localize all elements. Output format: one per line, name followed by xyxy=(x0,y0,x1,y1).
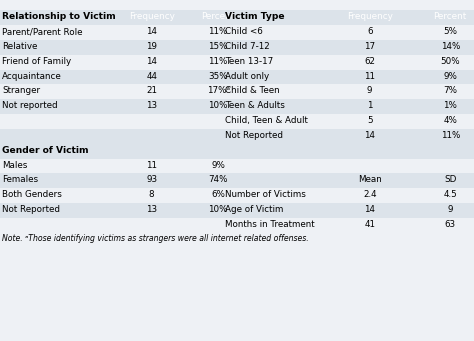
Text: Victim Type: Victim Type xyxy=(225,12,285,21)
Text: 17: 17 xyxy=(364,42,375,51)
Text: 74%: 74% xyxy=(208,175,228,184)
Text: 14: 14 xyxy=(146,57,157,66)
Text: 14: 14 xyxy=(364,131,375,140)
Text: 41: 41 xyxy=(364,220,375,229)
Bar xyxy=(0,203,474,218)
Text: Age of Victim: Age of Victim xyxy=(225,205,283,214)
Text: 63: 63 xyxy=(445,220,456,229)
Text: 9: 9 xyxy=(367,86,373,95)
Bar xyxy=(0,10,474,25)
Text: Frequency: Frequency xyxy=(347,12,392,21)
Text: Parent/Parent Role: Parent/Parent Role xyxy=(2,27,82,36)
Text: Not Reported: Not Reported xyxy=(225,131,283,140)
Text: 10%: 10% xyxy=(208,101,228,110)
Text: Percent: Percent xyxy=(201,12,235,21)
Text: 9%: 9% xyxy=(443,72,457,80)
Text: Number of Victims: Number of Victims xyxy=(225,190,306,199)
Text: Child & Teen: Child & Teen xyxy=(225,86,280,95)
Text: 5: 5 xyxy=(367,116,373,125)
Bar xyxy=(0,40,474,55)
Bar xyxy=(0,188,474,203)
Text: 14%: 14% xyxy=(441,42,460,51)
Text: 14: 14 xyxy=(364,205,375,214)
Text: Child 7-12: Child 7-12 xyxy=(225,42,270,51)
Text: Frequency: Frequency xyxy=(129,12,174,21)
Text: 7%: 7% xyxy=(443,86,457,95)
Text: 62: 62 xyxy=(364,57,375,66)
Text: Percent: Percent xyxy=(434,12,467,21)
Text: Females: Females xyxy=(2,175,38,184)
Text: Teen & Adults: Teen & Adults xyxy=(225,101,285,110)
Text: 9%: 9% xyxy=(211,161,225,169)
Bar xyxy=(0,233,474,249)
Text: Acquaintance: Acquaintance xyxy=(2,72,62,80)
Text: 4.5: 4.5 xyxy=(443,190,457,199)
Text: 19: 19 xyxy=(146,42,157,51)
Text: SD: SD xyxy=(444,175,456,184)
Text: Relative: Relative xyxy=(2,42,37,51)
Text: 15%: 15% xyxy=(208,42,228,51)
Text: Child <6: Child <6 xyxy=(225,27,263,36)
Text: 11%: 11% xyxy=(441,131,460,140)
Text: Adult only: Adult only xyxy=(225,72,269,80)
Bar xyxy=(0,144,474,159)
Text: 50%: 50% xyxy=(440,57,460,66)
Text: 35%: 35% xyxy=(208,72,228,80)
Text: 44: 44 xyxy=(146,72,157,80)
Text: 1%: 1% xyxy=(443,101,457,110)
Text: 17%ᵃ: 17%ᵃ xyxy=(207,86,229,95)
Text: Stranger: Stranger xyxy=(2,86,40,95)
Text: Relationship to Victim: Relationship to Victim xyxy=(2,12,116,21)
Text: 8: 8 xyxy=(149,190,155,199)
Text: 11: 11 xyxy=(146,161,157,169)
Bar xyxy=(0,10,474,25)
Text: Mean: Mean xyxy=(358,175,382,184)
Text: 10%: 10% xyxy=(208,205,228,214)
Text: Teen 13-17: Teen 13-17 xyxy=(225,57,273,66)
Text: 9: 9 xyxy=(447,205,453,214)
Text: 2.4: 2.4 xyxy=(363,190,376,199)
Text: Not reported: Not reported xyxy=(2,101,57,110)
Text: Males: Males xyxy=(2,161,27,169)
Bar xyxy=(0,218,474,233)
Text: Both Genders: Both Genders xyxy=(2,190,62,199)
Text: 6%: 6% xyxy=(211,190,225,199)
Bar xyxy=(0,173,474,188)
Bar xyxy=(0,114,474,129)
Bar xyxy=(0,55,474,70)
Bar xyxy=(0,99,474,114)
Bar xyxy=(0,84,474,99)
Text: 5%: 5% xyxy=(443,27,457,36)
Text: Note. ᵃThose identifying victims as strangers were all internet related offenses: Note. ᵃThose identifying victims as stra… xyxy=(2,234,309,243)
Bar xyxy=(0,25,474,40)
Text: 14: 14 xyxy=(146,27,157,36)
Text: 21: 21 xyxy=(146,86,157,95)
Text: 4%: 4% xyxy=(443,116,457,125)
Text: 13: 13 xyxy=(146,205,157,214)
Text: Friend of Family: Friend of Family xyxy=(2,57,71,66)
Bar xyxy=(0,70,474,84)
Text: Child, Teen & Adult: Child, Teen & Adult xyxy=(225,116,308,125)
Text: Gender of Victim: Gender of Victim xyxy=(2,146,88,155)
Text: Months in Treatment: Months in Treatment xyxy=(225,220,315,229)
Text: 13: 13 xyxy=(146,101,157,110)
Text: 1: 1 xyxy=(367,101,373,110)
Text: 11%: 11% xyxy=(209,27,228,36)
Text: Not Reported: Not Reported xyxy=(2,205,60,214)
Bar xyxy=(0,129,474,144)
Text: 11%: 11% xyxy=(209,57,228,66)
Text: 11: 11 xyxy=(364,72,375,80)
Bar xyxy=(0,159,474,173)
Text: 93: 93 xyxy=(146,175,157,184)
Text: 6: 6 xyxy=(367,27,373,36)
